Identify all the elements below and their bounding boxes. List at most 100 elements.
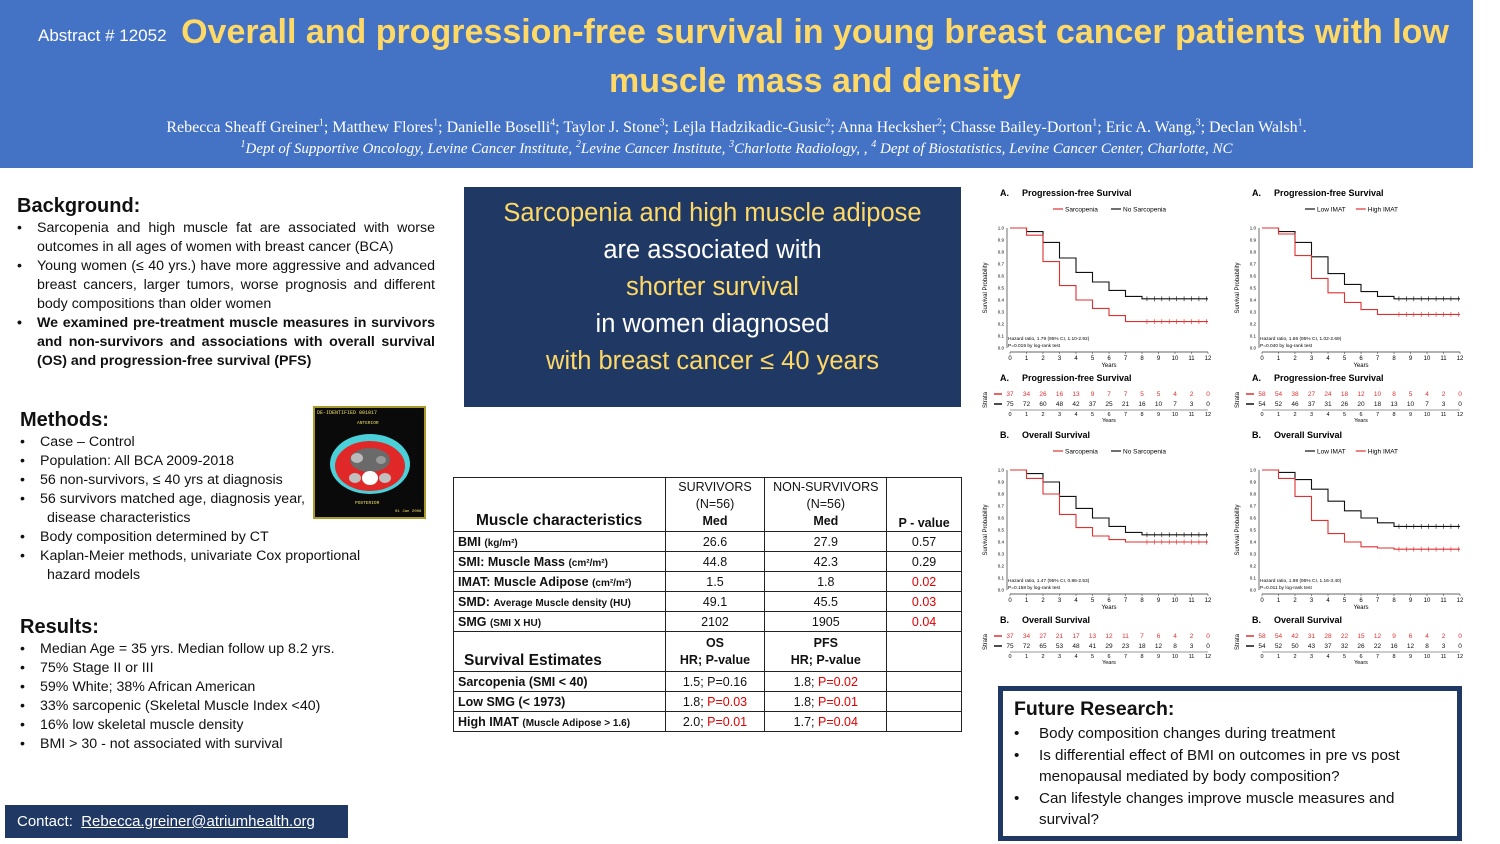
key-message-box: Sarcopenia and high muscle adipose are a… [464,187,961,407]
contact-email-link[interactable]: Rebecca.greiner@atriumhealth.org [81,813,315,830]
author-name: Chasse Bailey-Dorton [950,119,1093,137]
survivors-label: SURVIVORS [678,480,752,494]
risk-title: Progression-free Survival [1022,373,1132,383]
survivors-n: (N=56) [695,497,735,511]
risk-x-tick-label: 2 [1041,654,1044,660]
pfs-label: PFS [813,635,838,650]
poster-header: Abstract # 12052 Overall and progression… [0,0,1473,168]
risk-x-axis-title: Years [1354,660,1368,666]
author-name: Eric A. Wang, [1105,119,1196,137]
os-value: 1.5; P=0.16 [664,671,766,692]
strata-label: Strata [1235,391,1241,408]
x-tick-label: 10 [1424,356,1431,362]
y-tick-label: 1.0 [998,468,1005,473]
risk-x-tick-label: 7 [1376,412,1379,418]
p-value-text: P=0.040 by log-rank test [1260,343,1313,349]
km-curve-black [1262,227,1460,300]
risk-x-tick-label: 4 [1326,654,1329,660]
risk-black-value: 53 [1056,643,1064,650]
legend-label: Sarcopenia [1065,449,1098,456]
risk-black-value: 41 [1089,643,1097,650]
pfs-hr: 1.7; [793,714,818,729]
x-tick-label: 7 [1124,356,1128,362]
risk-red-value: 54 [1275,391,1283,398]
ct-posterior-text: POSTERIOR [355,500,380,506]
km-curve-red [1010,227,1208,323]
risk-red-value: 2 [1190,633,1194,640]
risk-black-value: 25 [1105,401,1113,408]
survivors-value: 2102 [664,611,766,632]
risk-black-value: 65 [1039,643,1047,650]
y-tick-label: 0.4 [1250,540,1257,545]
row-name: Sarcopenia (SMI < 40) [458,674,588,689]
risk-red-value: 13 [1072,391,1080,398]
y-tick-label: 0.4 [1250,298,1257,303]
non-survivors-value: 45.5 [764,591,888,612]
row-label: Low SMG (< 1973) [453,691,666,712]
risk-red-value: 0 [1458,391,1462,398]
affiliations-line: 1Dept of Supportive Oncology, Levine Can… [0,139,1473,158]
risk-black-value: 10 [1155,401,1163,408]
risk-x-tick-label: 9 [1157,654,1160,660]
key-line-2: are associated with [603,236,822,264]
km-title: Progression-free Survival [1022,188,1132,198]
risk-x-axis-title: Years [1354,418,1368,424]
y-tick-label: 0.8 [998,250,1005,255]
table-row: SMD: Average Muscle density (HU) 49.1 45.5… [453,591,962,612]
table-row: SMI: Muscle Mass (cm²/m²) 44.8 42.3 0.29 [453,551,962,572]
pfs-value: 1.8; P=0.02 [764,671,888,692]
km-curve-black [1010,469,1208,536]
risk-black-value: 26 [1357,643,1365,650]
list-item: 33% sarcopenic (Skeletal Muscle Index <4… [20,697,420,716]
pfs-hr: 1.8; [793,674,818,689]
pfs-hr-label: HR; P-value [790,652,861,667]
author-sup: 1 [318,118,324,129]
x-tick-label: 3 [1310,598,1314,604]
list-item: Case – Control [20,433,420,452]
risk-x-tick-label: 0 [1260,412,1263,418]
risk-black-value: 37 [1089,401,1097,408]
risk-x-tick-label: 3 [1058,654,1061,660]
x-tick-label: 6 [1107,356,1111,362]
x-tick-label: 9 [1409,356,1413,362]
risk-x-tick-label: 2 [1293,654,1296,660]
risk-x-tick-label: 12 [1205,412,1211,418]
os-hr: 1.8; [682,694,708,709]
x-tick-label: 12 [1205,598,1212,604]
risk-red-value: 22 [1341,633,1349,640]
list-item: 16% low skeletal muscle density [20,716,420,735]
key-line-5: with breast cancer ≤ 40 years [546,347,879,375]
author-sep: ; [555,119,564,137]
y-tick-label: 0.3 [998,552,1005,557]
x-tick-label: 8 [1140,598,1144,604]
list-item: Young women (≤ 40 yrs.) have more aggres… [17,257,435,314]
author-sup: 2 [825,118,831,129]
row-label: IMAT: Muscle Adipose (cm²/m²) [453,571,666,592]
x-tick-label: 0 [1260,598,1264,604]
p-value: 0.04 [886,611,962,632]
x-tick-label: 2 [1041,356,1045,362]
hazard-ratio-text: Hazard ratio, 1.98 (95% CI, 1.16-3.40) [1260,578,1342,584]
y-tick-label: 0.1 [1250,334,1257,339]
risk-red-value: 15 [1357,633,1365,640]
muscle-table: Muscle characteristics SURVIVORS (N=56) … [453,477,962,732]
risk-red-value: 0 [1458,633,1462,640]
x-tick-label: 1 [1277,598,1281,604]
list-item-continuation: hazard models [47,567,141,583]
row-unit: Average Muscle density (HU) [493,597,631,609]
list-item: Is differential effect of BMI on outcome… [1014,745,1457,788]
background-list: Sarcopenia and high muscle fat are assoc… [17,219,435,371]
risk-black-value: 0 [1458,401,1462,408]
legend-label: Low IMAT [1317,207,1346,214]
risk-black-value: 12 [1407,643,1415,650]
x-tick-label: 10 [1172,356,1179,362]
empty-cell [886,691,962,712]
survivors-value: 44.8 [664,551,766,572]
row-name: SMI: Muscle Mass [458,554,565,569]
risk-x-tick-label: 4 [1326,412,1329,418]
x-tick-label: 7 [1376,356,1380,362]
risk-black-value: 0 [1458,643,1462,650]
survivors-header: SURVIVORS (N=56) Med [664,477,766,532]
risk-x-tick-label: 9 [1409,654,1412,660]
risk-x-tick-label: 3 [1058,412,1061,418]
